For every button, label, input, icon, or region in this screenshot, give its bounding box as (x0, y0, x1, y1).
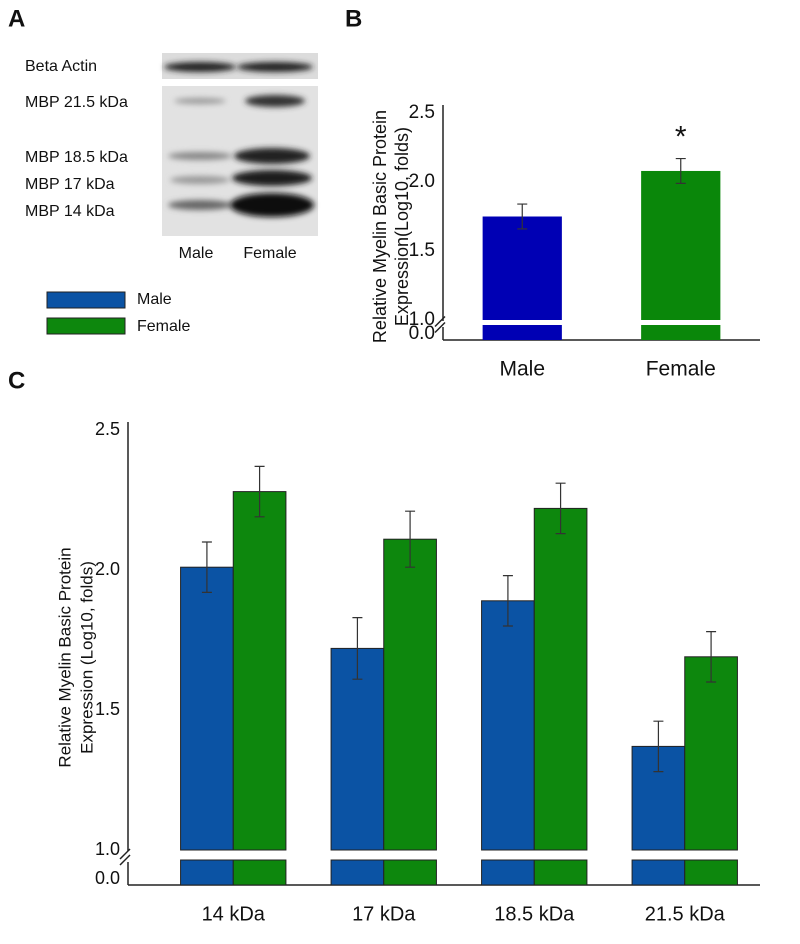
x-tick-label: 17 kDa (352, 903, 416, 925)
bar-base (641, 325, 721, 340)
bar-base (330, 859, 385, 886)
lane-label: Male (179, 245, 214, 262)
error-bar (201, 541, 212, 593)
y-tick-label: 1.0 (95, 839, 120, 859)
bar-base (482, 325, 562, 340)
error-bar (706, 631, 717, 683)
y-tick-label: 2.0 (409, 171, 435, 192)
bar-base (232, 859, 287, 886)
error-bar (653, 720, 664, 773)
x-tick-label: 18.5 kDa (494, 903, 575, 925)
panel-label: C (8, 367, 25, 394)
bar (482, 216, 562, 320)
bar-base (481, 859, 535, 886)
y-tick-label: 0.0 (409, 323, 435, 344)
band-label: Beta Actin (25, 58, 97, 75)
x-tick-label: 21.5 kDa (645, 903, 726, 925)
blot-image (162, 53, 318, 236)
legend-label: Male (137, 291, 172, 308)
panel-label: A (8, 5, 25, 32)
bar (180, 566, 234, 851)
y-tick-label: 2.5 (95, 419, 120, 439)
bar-base (383, 859, 437, 886)
band-label: MBP 14 kDa (25, 203, 115, 220)
bar (383, 538, 437, 851)
y-axis-title: Relative Myelin Basic Protein (55, 547, 74, 767)
legend-swatch (46, 317, 126, 335)
axis-break (119, 848, 131, 860)
y-tick-label: 2.5 (409, 102, 435, 123)
x-tick-label: Male (499, 358, 545, 381)
y-axis-title: Expression(Log10, folds) (392, 127, 412, 326)
y-axis-title: Expression (Log10, folds) (77, 561, 96, 754)
axis-break (119, 854, 131, 866)
bar (533, 507, 588, 851)
error-bar (502, 575, 513, 627)
error-bar (254, 465, 265, 518)
y-tick-label: 0.0 (95, 868, 120, 888)
lane-label: Female (243, 245, 296, 262)
band-label: MBP 18.5 kDa (25, 149, 128, 166)
band-label: MBP 17 kDa (25, 176, 115, 193)
y-tick-label: 1.5 (409, 240, 435, 261)
y-tick-label: 1.0 (409, 309, 435, 330)
error-bar (405, 510, 416, 568)
x-tick-label: Female (646, 358, 716, 381)
error-bar (555, 482, 566, 535)
error-bar (352, 617, 363, 680)
bar (232, 491, 287, 851)
axis-break (434, 321, 446, 334)
axis-break (434, 315, 446, 328)
y-tick-label: 2.0 (95, 559, 120, 579)
bar (641, 170, 721, 320)
band-label: MBP 21.5 kDa (25, 94, 128, 111)
bar-base (180, 859, 234, 886)
error-bar (517, 203, 528, 230)
legend-swatch (46, 291, 126, 309)
bar-base (684, 859, 738, 886)
y-tick-label: 1.5 (95, 699, 120, 719)
bar (684, 656, 738, 851)
x-tick-label: 14 kDa (202, 903, 266, 925)
bar-base (533, 859, 588, 886)
y-axis-title: Relative Myelin Basic Protein (370, 110, 390, 343)
panel-label: B (345, 5, 362, 32)
error-bar (675, 157, 686, 184)
legend-label: Female (137, 318, 190, 335)
bar (481, 600, 535, 851)
bar-base (631, 859, 686, 886)
annotation: * (675, 120, 687, 153)
